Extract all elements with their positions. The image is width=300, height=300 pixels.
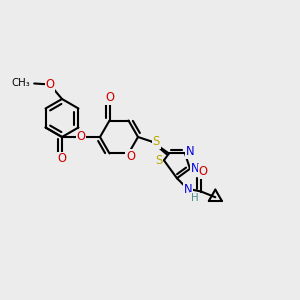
Text: O: O	[45, 78, 54, 91]
Text: N: N	[190, 162, 199, 175]
Text: O: O	[126, 150, 135, 163]
Text: O: O	[58, 152, 67, 166]
Text: O: O	[105, 91, 114, 104]
Text: CH₃: CH₃	[11, 79, 30, 88]
Text: N: N	[186, 145, 194, 158]
Text: H: H	[190, 193, 198, 203]
Text: N: N	[184, 183, 193, 196]
Text: S: S	[153, 135, 160, 148]
Text: O: O	[199, 165, 208, 178]
Text: O: O	[76, 130, 85, 143]
Text: S: S	[155, 154, 163, 167]
